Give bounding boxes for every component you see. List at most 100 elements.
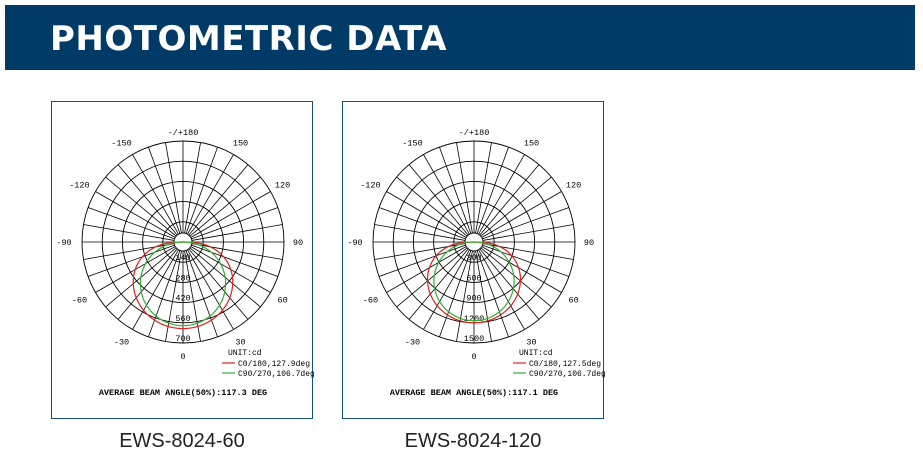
angle-tick-label: 150: [233, 138, 248, 148]
intensity-curve: [433, 241, 515, 322]
angle-tick-label: 90: [584, 238, 594, 248]
ring-value-label: 280: [175, 273, 190, 283]
polar-grid-radial: [191, 244, 279, 277]
polar-grid-radial: [482, 207, 570, 240]
angle-tick-label: -/+180: [168, 128, 199, 138]
polar-grid-radial: [456, 142, 473, 234]
polar-grid-radial: [482, 224, 574, 241]
polar-grid-radial: [132, 154, 179, 235]
intensity-curve: [426, 241, 522, 324]
polar-grid-radial: [408, 248, 469, 320]
polar-grid-radial: [191, 243, 283, 260]
polar-grid-radial: [480, 176, 552, 237]
polar-grid-radial: [185, 146, 218, 234]
polar-grid-radial: [481, 191, 562, 238]
polar-grid-radial: [188, 164, 249, 236]
polar-grid-radial: [386, 191, 467, 238]
polar-grid-radial: [378, 207, 466, 240]
angle-tick-label: -60: [363, 296, 378, 306]
angle-tick-label: -60: [72, 296, 87, 306]
polar-grid-radial: [187, 154, 234, 235]
beam-angle-text: AVERAGE BEAM ANGLE(50%):117.3 DEG: [99, 388, 267, 398]
polar-grid-radial: [481, 246, 562, 293]
ring-value-label: 1500: [464, 334, 484, 344]
header-bar: PHOTOMETRIC DATA: [5, 5, 915, 70]
polar-grid-radial: [188, 248, 249, 320]
beam-angle-text: AVERAGE BEAM ANGLE(50%):117.1 DEG: [390, 388, 558, 398]
polar-grid-radial: [117, 164, 178, 236]
polar-grid-radial: [478, 154, 525, 235]
angle-tick-label: -30: [114, 338, 129, 348]
polar-grid-radial: [479, 248, 540, 320]
angle-tick-label: 150: [524, 138, 539, 148]
polar-grid-radial: [185, 250, 218, 338]
polar-grid-radial: [374, 224, 466, 241]
ring-value-label: 300: [466, 253, 481, 263]
polar-grid-radial: [184, 142, 201, 234]
model-label: EWS-8024-120: [404, 430, 542, 452]
polar-grid-radial: [95, 191, 176, 238]
polar-grid-radial: [408, 164, 469, 236]
angle-tick-label: 30: [526, 338, 536, 348]
polar-grid-radial: [87, 244, 175, 277]
ring-value-label: 560: [175, 314, 190, 324]
angle-tick-label: -120: [360, 181, 380, 191]
polar-grid-radial: [148, 146, 181, 234]
polar-grid-radial: [439, 146, 472, 234]
legend-label: C90/270,106.7deg: [238, 370, 314, 379]
polar-grid-radial: [386, 246, 467, 293]
polar-grid-radial: [187, 249, 234, 330]
angle-tick-label: 0: [180, 352, 185, 362]
polar-chart-panel: -/+180 150 -150 120 -120 90 -90 60 -60 30 -30 0 300 6…: [342, 101, 605, 419]
polar-chart-panel: -/+180 150 -150 120 -120 90 -90 60 -60 30 -30 0 140 2…: [51, 101, 314, 419]
polar-grid-radial: [479, 164, 540, 236]
polar-grid-radial: [148, 250, 181, 338]
polar-grid-radial: [87, 207, 175, 240]
angle-tick-label: 120: [275, 181, 290, 191]
ring-value-label: 900: [466, 294, 481, 304]
legend-label: C0/180,127.9deg: [238, 360, 310, 369]
intensity-curve: [132, 241, 234, 330]
polar-grid-radial: [374, 243, 466, 260]
polar-grid-radial: [378, 244, 466, 277]
polar-grid-radial: [83, 243, 175, 260]
ring-value-label: 1200: [464, 314, 484, 324]
angle-tick-label: 90: [293, 238, 303, 248]
polar-grid-radial: [423, 249, 470, 330]
ring-value-label: 600: [466, 273, 481, 283]
polar-grid-radial: [480, 247, 552, 308]
unit-label: UNIT:cd: [228, 349, 262, 358]
polar-grid-radial: [165, 142, 182, 234]
polar-grid-radial: [476, 146, 509, 234]
angle-tick-label: -120: [69, 181, 89, 191]
legend-label: C0/180,127.5deg: [529, 360, 601, 369]
polar-chart-svg: -/+180 150 -150 120 -120 90 -90 60 -60 30 -30 0 140 2…: [56, 128, 314, 398]
angle-tick-label: -150: [402, 138, 422, 148]
polar-grid-radial: [475, 142, 492, 234]
angle-tick-label: 30: [235, 338, 245, 348]
angle-tick-label: 60: [277, 296, 287, 306]
unit-label: UNIT:cd: [519, 349, 553, 358]
polar-grid-radial: [478, 249, 525, 330]
page-title: PHOTOMETRIC DATA: [50, 19, 448, 59]
polar-grid-radial: [105, 176, 177, 237]
legend-label: C90/270,106.7deg: [529, 370, 605, 379]
polar-grid-radial: [132, 249, 179, 330]
angle-tick-label: -150: [111, 138, 131, 148]
polar-grid-radial: [423, 154, 470, 235]
angle-tick-label: 0: [471, 352, 476, 362]
angle-tick-label: -/+180: [459, 128, 490, 138]
polar-grid-radial: [456, 250, 473, 342]
polar-grid-radial: [439, 250, 472, 338]
polar-grid-radial: [396, 176, 468, 237]
angle-tick-label: -90: [347, 238, 362, 248]
intensity-curve: [139, 241, 227, 327]
ring-value-label: 140: [175, 253, 190, 263]
polar-grid-radial: [83, 224, 175, 241]
polar-chart-svg: -/+180 150 -150 120 -120 90 -90 60 -60 30 -30 0 300 6…: [347, 128, 605, 398]
angle-tick-label: -90: [56, 238, 71, 248]
polar-grid-radial: [482, 244, 570, 277]
polar-grid-radial: [117, 248, 178, 320]
angle-tick-label: 60: [568, 296, 578, 306]
polar-grid-radial: [476, 250, 509, 338]
